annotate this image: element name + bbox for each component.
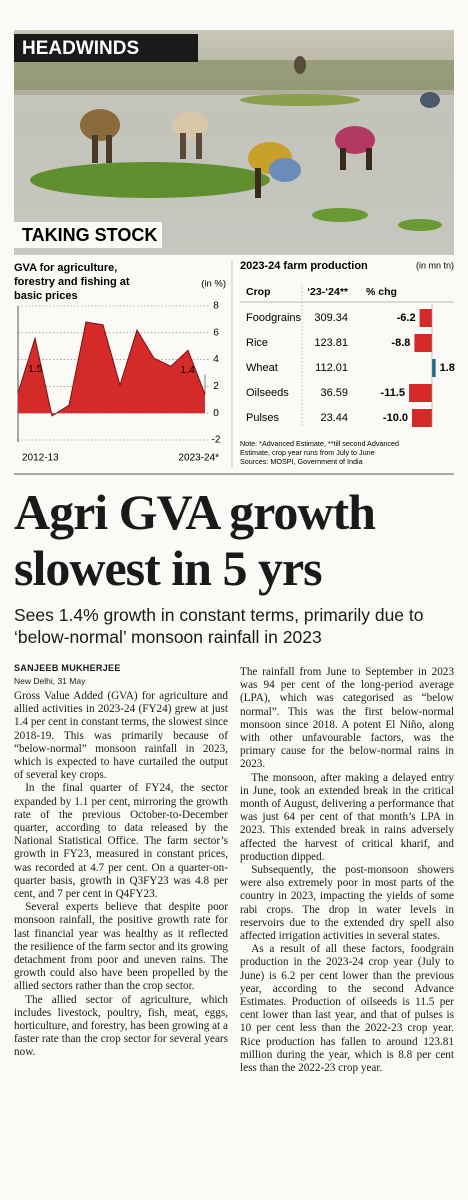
data-label: 1.4 [180, 364, 195, 376]
headline: Agri GVA growth slowest in 5 yrs [14, 484, 376, 596]
bar [409, 384, 432, 402]
y-tick-label: 6 [213, 327, 219, 338]
photo-farmers [80, 56, 440, 198]
y-tick-label: 4 [213, 354, 219, 365]
column-header: ‘23-‘24** [307, 286, 349, 298]
data-label: -10.0 [383, 412, 408, 424]
bar [432, 359, 436, 377]
data-label: 1.8 [440, 362, 455, 374]
note: Sources: MOSPI, Government of India [240, 457, 363, 466]
data-label: -11.5 [381, 387, 405, 399]
tag-box [14, 34, 198, 62]
y-tick-label: 8 [213, 301, 219, 312]
data-label: -6.2 [397, 312, 416, 324]
graphic: HEADWINDS TAKING STOCK GVA for agricultu… [14, 30, 455, 475]
photo-seedlings [240, 94, 360, 106]
bar [419, 309, 432, 327]
area [18, 322, 205, 416]
production-value: 123.81 [314, 337, 348, 349]
production-value: 23.44 [320, 412, 348, 424]
paragraph: Gross Value Added (GVA) for agriculture … [14, 690, 228, 782]
paragraph: In the final quarter of FY24, the sector… [14, 782, 228, 901]
x-tick-label: 2012-13 [22, 453, 59, 464]
crop-name: Oilseeds [246, 387, 289, 399]
paragraph: The rainfall from June to September in 2… [240, 666, 454, 771]
paragraph: The monsoon, after making a delayed entr… [240, 771, 454, 863]
y-tick-label: -2 [212, 435, 221, 446]
y-tick-label: 2 [213, 381, 219, 392]
subhead: Sees 1.4% growth in constant terms, prim… [14, 605, 424, 647]
paragraph: Several experts believe that despite poo… [14, 901, 228, 993]
x-tick-label: 2023-24* [178, 453, 219, 464]
photo-seedlings [312, 208, 368, 222]
y-tick-label: 0 [213, 408, 219, 419]
body-column: Gross Value Added (GVA) for agriculture … [14, 690, 228, 1195]
note: Note: *Advanced Estimate, **till second … [240, 439, 399, 457]
photo-seedlings [398, 219, 442, 231]
line [17, 321, 206, 417]
column-header: Crop [246, 286, 271, 298]
chart-unit: (in %) [201, 279, 226, 290]
byline: SANJEEB MUKHERJEE [14, 663, 121, 673]
paragraph: The allied sector of agriculture, which … [14, 993, 228, 1059]
photo-seedlings [30, 162, 270, 198]
production-value: 36.59 [320, 387, 348, 399]
production-value: 112.01 [315, 362, 348, 374]
table-title: 2023-24 farm production [240, 260, 368, 272]
tag: HEADWINDS [22, 38, 139, 59]
crop-name: Rice [246, 337, 268, 349]
crop-name: Wheat [246, 362, 278, 374]
data-label: 1.5 [28, 363, 43, 375]
table-unit: (in mn tn) [416, 260, 454, 270]
paragraph: Subsequently, the post-monsoon showers w… [240, 864, 454, 943]
chart-title: GVA for agriculture, forestry and fishing… [14, 262, 130, 302]
production-value: 309.34 [314, 312, 348, 324]
section-box [14, 222, 162, 248]
bar [412, 409, 432, 427]
paragraph: As a result of all these factors, foodgr… [240, 943, 454, 1075]
body-column: The rainfall from June to September in 2… [240, 666, 454, 1196]
column-header: % chg [366, 286, 397, 298]
data-label: -8.8 [391, 337, 410, 349]
bar [414, 334, 432, 352]
section-title: TAKING STOCK [22, 225, 157, 245]
dateline: New Delhi, 31 May [14, 676, 86, 686]
photo-field [14, 60, 454, 90]
crop-name: Foodgrains [246, 312, 302, 324]
crop-name: Pulses [246, 412, 280, 424]
